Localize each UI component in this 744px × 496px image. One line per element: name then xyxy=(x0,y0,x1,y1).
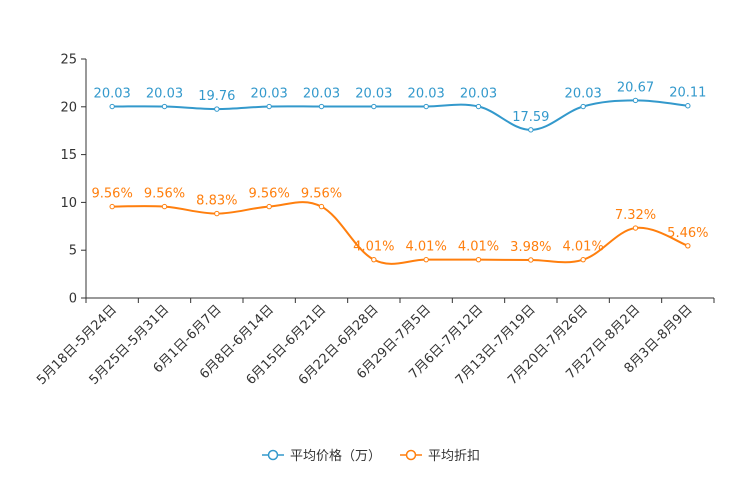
data-label: 4.01% xyxy=(353,240,394,255)
data-point[interactable] xyxy=(528,127,534,133)
y-tick-label: 20 xyxy=(60,100,77,115)
data-label: 17.59 xyxy=(512,110,549,125)
data-point[interactable] xyxy=(475,103,482,110)
series-avg-discount: 9.56% 9.56% 8.83% 9.56% 9.56% 4.01% 4.01% 4.01%… xyxy=(92,187,708,265)
legend-label: 平均折扣 xyxy=(428,449,480,464)
data-label: 19.76 xyxy=(198,89,235,104)
legend-item-avg-price[interactable]: 平均价格（万） xyxy=(262,448,381,464)
series-avg-price: 20.03 20.03 19.76 20.03 20.03 20.03 20.03 20.03… xyxy=(94,80,706,133)
data-point[interactable] xyxy=(423,103,429,110)
data-label: 20.03 xyxy=(146,87,183,102)
data-point[interactable] xyxy=(318,203,325,210)
data-point[interactable] xyxy=(266,203,272,210)
data-label: 7.32% xyxy=(615,208,656,223)
data-point[interactable] xyxy=(161,203,168,210)
data-label: 5.46% xyxy=(667,226,708,241)
data-label: 20.03 xyxy=(251,87,288,102)
data-label: 20.03 xyxy=(303,87,340,102)
legend-marker-icon xyxy=(267,449,279,461)
data-label: 9.56% xyxy=(301,187,342,202)
series-layer: 20.03 20.03 19.76 20.03 20.03 20.03 20.03 20.03… xyxy=(92,80,708,265)
y-tick-label: 15 xyxy=(60,148,77,163)
data-point[interactable] xyxy=(685,243,691,249)
data-point[interactable] xyxy=(475,256,482,263)
series-line xyxy=(112,99,688,131)
data-label: 4.01% xyxy=(458,240,499,255)
data-point[interactable] xyxy=(528,257,534,263)
data-label: 4.01% xyxy=(406,240,447,255)
data-point[interactable] xyxy=(371,103,377,110)
data-label: 20.03 xyxy=(408,87,445,102)
data-label: 20.67 xyxy=(617,80,654,95)
data-label: 3.98% xyxy=(510,240,551,255)
y-tick-label: 10 xyxy=(60,196,77,211)
data-point[interactable] xyxy=(371,256,377,263)
data-label: 8.83% xyxy=(196,194,237,209)
y-tick-label: 0 xyxy=(69,292,77,307)
legend-item-avg-discount[interactable]: 平均折扣 xyxy=(400,449,480,464)
data-label: 4.01% xyxy=(563,240,604,255)
data-point[interactable] xyxy=(685,103,691,109)
data-label: 20.11 xyxy=(669,86,706,101)
data-point[interactable] xyxy=(580,256,586,263)
y-tick-label: 5 xyxy=(69,244,77,259)
data-point[interactable] xyxy=(109,203,115,210)
data-point[interactable] xyxy=(214,106,220,112)
data-label: 9.56% xyxy=(249,187,290,202)
legend-label: 平均价格（万） xyxy=(290,448,381,464)
legend[interactable]: 平均价格（万） 平均折扣 xyxy=(262,448,480,464)
data-label: 9.56% xyxy=(92,187,133,202)
data-label: 20.03 xyxy=(460,87,497,102)
data-point[interactable] xyxy=(266,103,272,110)
data-point[interactable] xyxy=(632,97,639,104)
data-point[interactable] xyxy=(423,256,429,263)
data-point[interactable] xyxy=(109,103,115,110)
data-label: 20.03 xyxy=(565,87,602,102)
data-label: 20.03 xyxy=(355,87,392,102)
data-point[interactable] xyxy=(161,103,168,110)
axes: 05101520255月18日-5月24日5月25日-5月31日6月1日-6月7… xyxy=(34,53,715,388)
data-label: 9.56% xyxy=(144,187,185,202)
data-point[interactable] xyxy=(580,103,586,110)
data-point[interactable] xyxy=(318,103,325,110)
data-point[interactable] xyxy=(632,225,639,231)
legend-marker-icon xyxy=(405,449,417,461)
data-label: 20.03 xyxy=(94,87,131,102)
data-point[interactable] xyxy=(214,210,220,217)
y-tick-label: 25 xyxy=(60,53,77,68)
